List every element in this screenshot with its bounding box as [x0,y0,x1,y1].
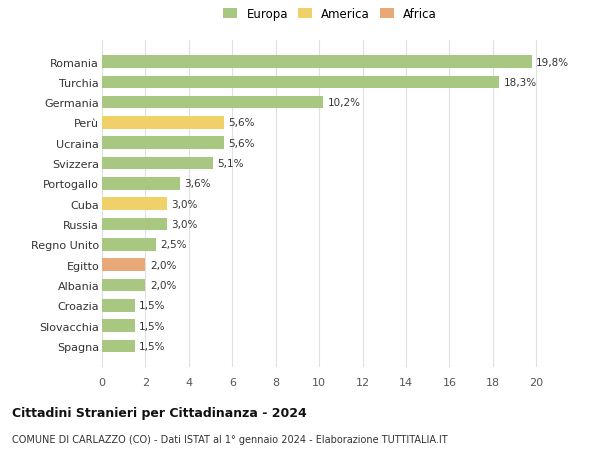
Bar [102,259,145,271]
Bar [102,117,224,129]
Bar [102,299,134,312]
Text: 2,0%: 2,0% [150,260,176,270]
Text: 3,0%: 3,0% [172,219,198,230]
Text: 1,5%: 1,5% [139,341,166,351]
Bar [102,137,224,150]
Text: 1,5%: 1,5% [139,301,166,311]
Text: 2,0%: 2,0% [150,280,176,290]
Bar [102,279,145,291]
Text: 18,3%: 18,3% [504,78,537,88]
Bar [102,340,134,353]
Text: 10,2%: 10,2% [328,98,361,108]
Text: 5,6%: 5,6% [228,118,254,128]
Text: 19,8%: 19,8% [536,57,569,67]
Bar [102,97,323,109]
Bar [102,56,532,69]
Text: 5,1%: 5,1% [217,159,244,169]
Bar [102,178,180,190]
Bar [102,157,213,170]
Bar [102,76,499,89]
Text: 2,5%: 2,5% [161,240,187,250]
Text: 3,6%: 3,6% [185,179,211,189]
Legend: Europa, America, Africa: Europa, America, Africa [223,8,437,21]
Text: 3,0%: 3,0% [172,199,198,209]
Text: Cittadini Stranieri per Cittadinanza - 2024: Cittadini Stranieri per Cittadinanza - 2… [12,406,307,419]
Bar [102,239,156,251]
Bar [102,319,134,332]
Bar [102,218,167,231]
Bar [102,198,167,211]
Text: 1,5%: 1,5% [139,321,166,331]
Text: 5,6%: 5,6% [228,139,254,148]
Text: COMUNE DI CARLAZZO (CO) - Dati ISTAT al 1° gennaio 2024 - Elaborazione TUTTITALI: COMUNE DI CARLAZZO (CO) - Dati ISTAT al … [12,434,448,444]
